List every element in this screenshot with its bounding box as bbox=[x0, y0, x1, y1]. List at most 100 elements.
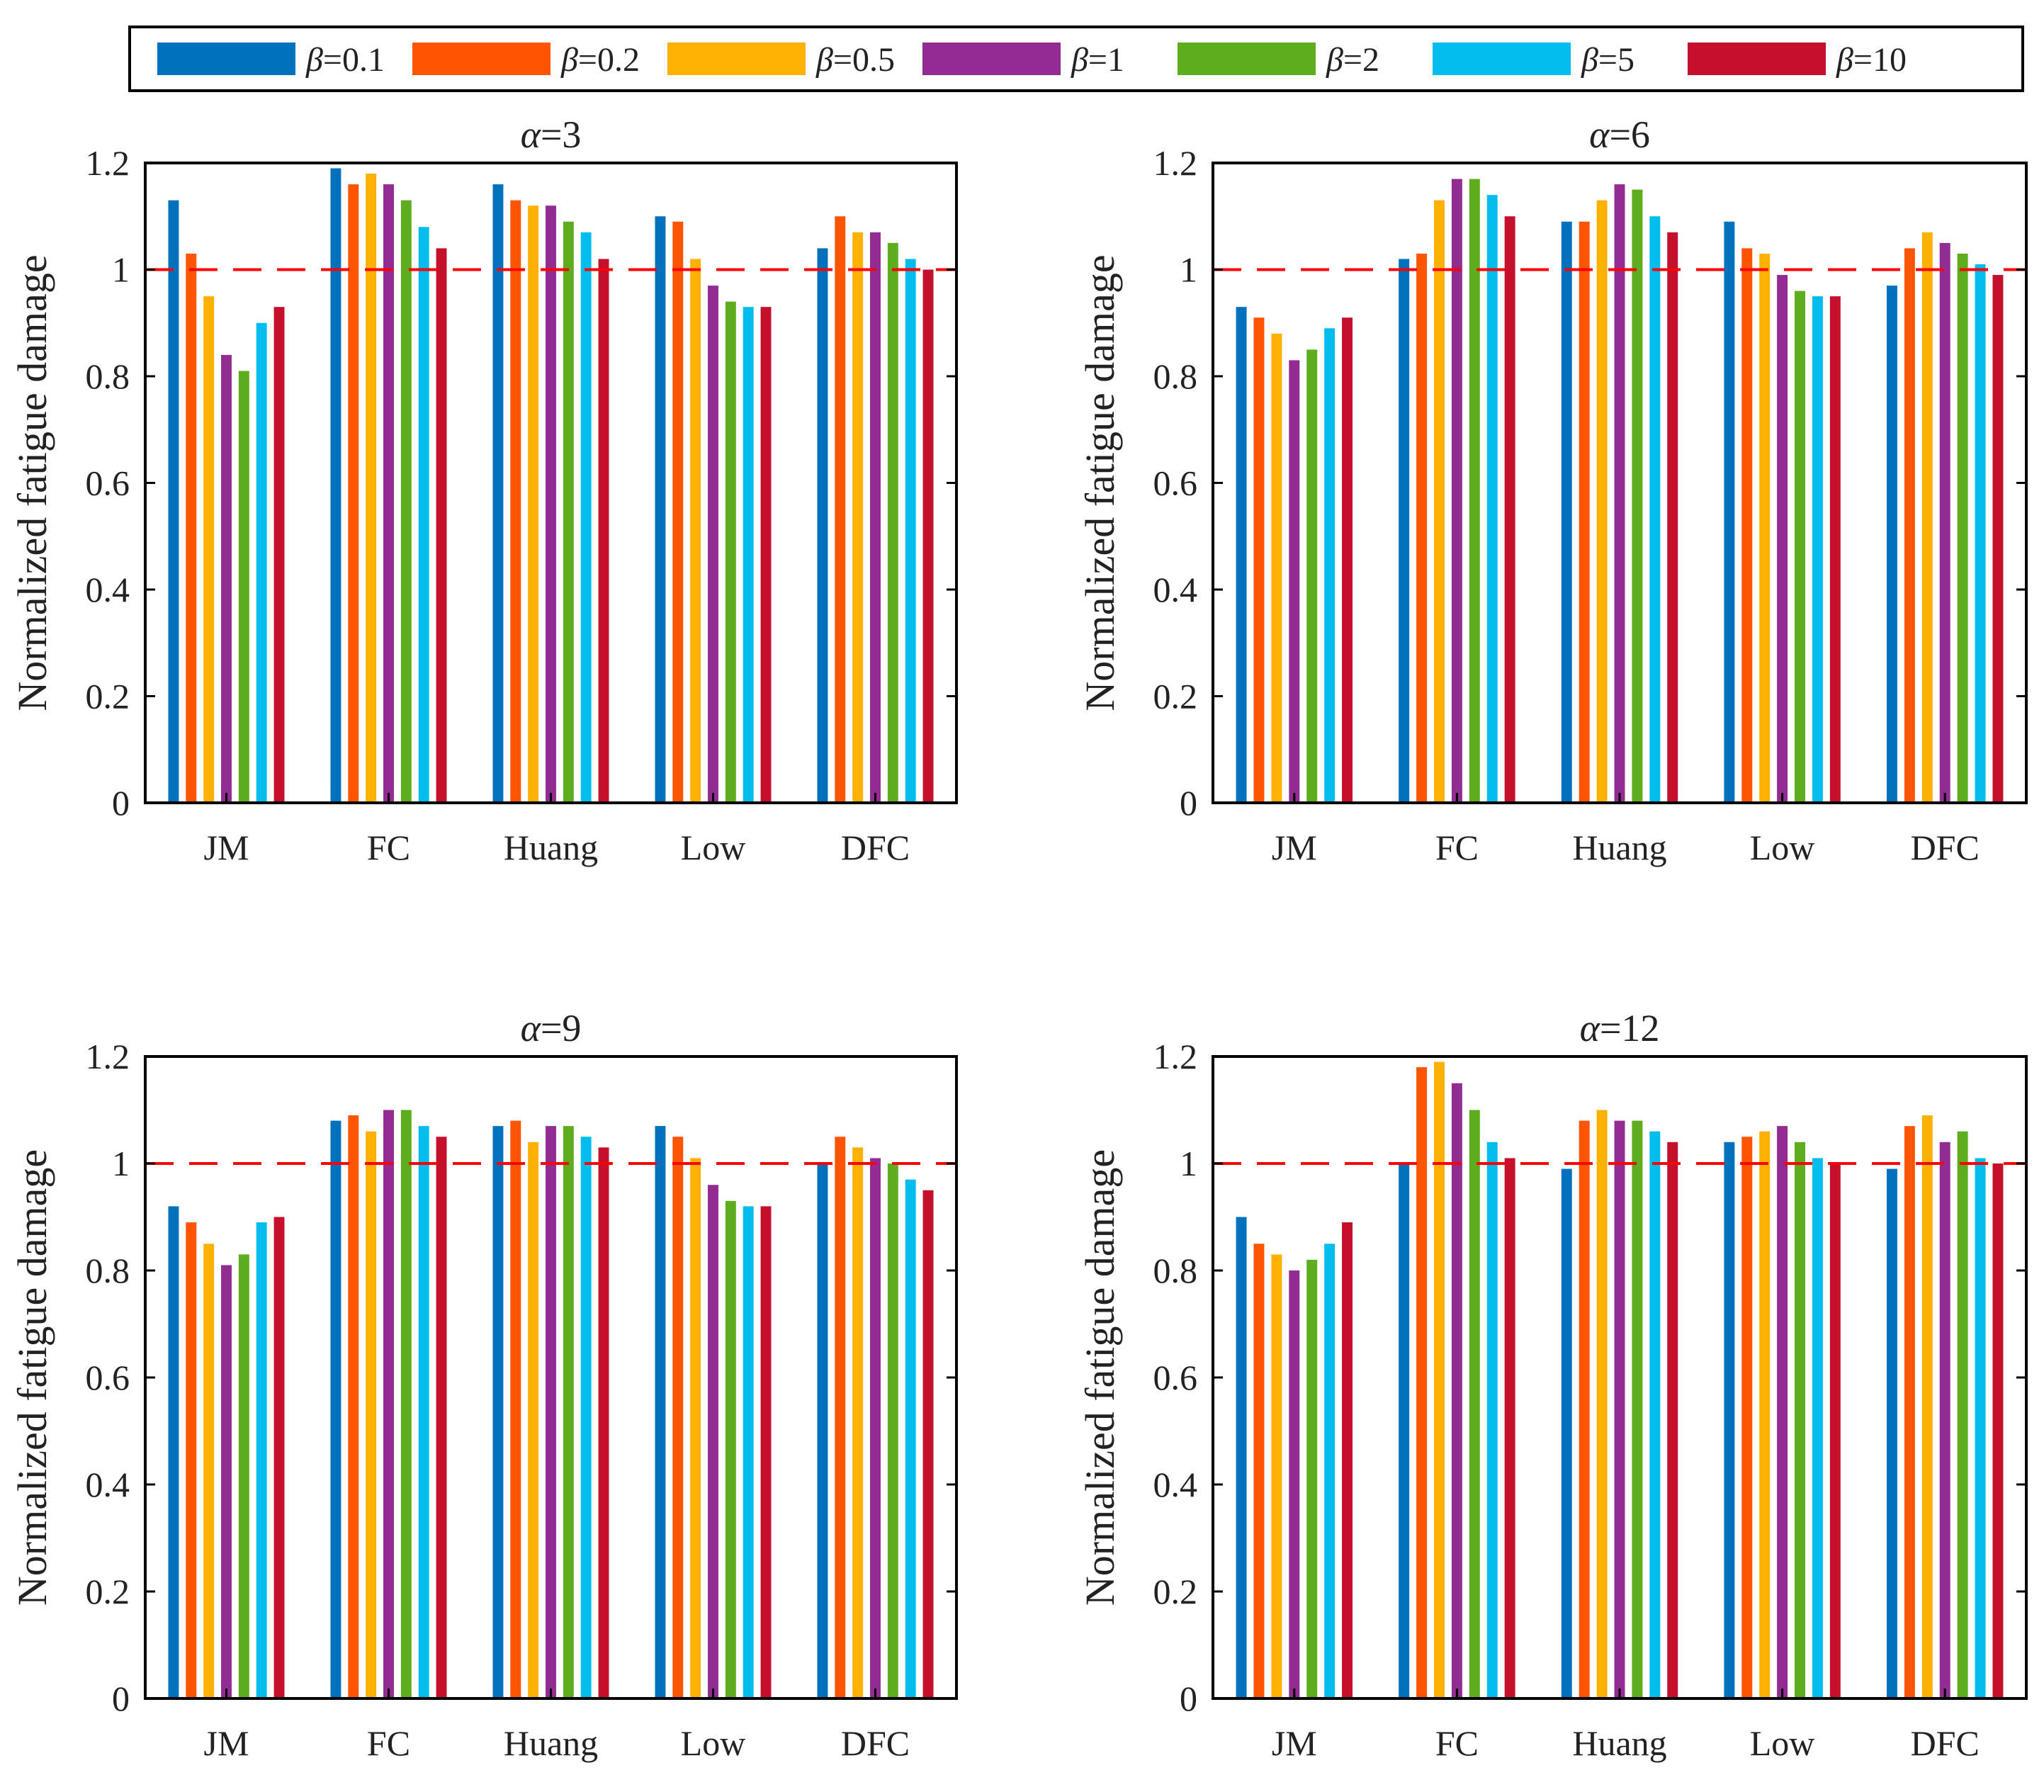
bar-low-series-4 bbox=[725, 301, 736, 803]
bar-dfc-series-2 bbox=[852, 1147, 864, 1698]
bar-dfc-series-4 bbox=[887, 1163, 898, 1698]
y-tick-label: 0 bbox=[112, 783, 130, 823]
y-tick-label: 0.6 bbox=[1153, 463, 1198, 503]
bar-fc-series-5 bbox=[418, 1126, 429, 1698]
legend-label-2: β=0.5 bbox=[815, 41, 895, 79]
bar-huang-series-2 bbox=[1596, 1110, 1608, 1698]
y-tick-label: 0.2 bbox=[1153, 1572, 1198, 1611]
bar-dfc-series-3 bbox=[870, 1158, 881, 1698]
bar-fc-series-6 bbox=[1504, 1158, 1515, 1698]
bar-huang-series-4 bbox=[1632, 1120, 1643, 1698]
panel-title-value: =6 bbox=[1609, 113, 1649, 156]
bar-huang-series-6 bbox=[1667, 1142, 1678, 1698]
x-tick-label: FC bbox=[1435, 828, 1479, 867]
bar-jm-series-1 bbox=[186, 1222, 197, 1698]
x-tick-label: DFC bbox=[841, 1723, 910, 1763]
bar-jm-series-4 bbox=[238, 371, 249, 803]
legend-label-1-value: =0.2 bbox=[578, 41, 640, 79]
bar-fc-series-4 bbox=[400, 200, 412, 803]
bar-huang-series-2 bbox=[1596, 200, 1608, 803]
panel-title: α=12 bbox=[1580, 1007, 1660, 1049]
bar-jm-series-0 bbox=[168, 1206, 179, 1698]
bar-jm-series-2 bbox=[1271, 333, 1282, 803]
panel-title-symbol: α bbox=[1580, 1007, 1601, 1049]
legend-label-2-symbol: β bbox=[815, 41, 833, 79]
legend-label-0-value: =0.1 bbox=[323, 41, 385, 79]
legend-label-6-value: =10 bbox=[1853, 41, 1907, 79]
bar-dfc-series-5 bbox=[1975, 1158, 1986, 1698]
bar-huang-series-3 bbox=[1614, 1120, 1625, 1698]
y-tick-label: 0.4 bbox=[86, 570, 130, 609]
bar-jm-series-5 bbox=[1324, 1244, 1336, 1698]
bar-low-series-0 bbox=[1724, 221, 1735, 803]
bar-jm-series-6 bbox=[273, 1217, 285, 1698]
bar-fc-series-5 bbox=[1486, 195, 1498, 803]
bar-fc-series-1 bbox=[348, 1115, 359, 1698]
bar-fc-series-4 bbox=[1469, 1110, 1480, 1698]
bar-huang-series-0 bbox=[1561, 1168, 1572, 1698]
x-tick-label: DFC bbox=[841, 828, 910, 867]
bar-dfc-series-6 bbox=[922, 1190, 934, 1698]
legend-swatch-3 bbox=[922, 43, 1061, 75]
bar-low-series-0 bbox=[655, 1126, 666, 1698]
y-tick-label: 1.2 bbox=[1153, 1037, 1198, 1076]
bar-jm-series-6 bbox=[273, 307, 285, 803]
bar-jm-series-4 bbox=[1306, 1259, 1318, 1698]
bar-huang-series-1 bbox=[510, 1120, 521, 1698]
bar-fc-series-3 bbox=[1451, 1083, 1462, 1698]
bar-fc-series-3 bbox=[1451, 179, 1462, 803]
bar-low-series-6 bbox=[1829, 296, 1841, 803]
bar-dfc-series-3 bbox=[1939, 242, 1950, 803]
x-tick-label: Huang bbox=[504, 828, 598, 867]
bar-low-series-6 bbox=[760, 1206, 772, 1698]
bar-low-series-5 bbox=[742, 1206, 754, 1698]
bar-low-series-1 bbox=[672, 1137, 684, 1698]
bar-dfc-series-5 bbox=[905, 1179, 916, 1698]
y-tick-label: 0.8 bbox=[1153, 1251, 1198, 1290]
y-axis-label: Normalized fatigue damage bbox=[1077, 1149, 1123, 1606]
bar-huang-series-3 bbox=[546, 1126, 556, 1698]
y-tick-label: 1 bbox=[112, 250, 130, 290]
bar-low-series-6 bbox=[760, 307, 772, 803]
y-tick-label: 0.8 bbox=[86, 1251, 130, 1290]
bar-fc-series-6 bbox=[436, 248, 447, 803]
y-tick-label: 0.2 bbox=[86, 1572, 130, 1611]
bar-low-series-4 bbox=[1795, 291, 1805, 804]
legend-swatch-2 bbox=[667, 43, 806, 75]
x-tick-label: Huang bbox=[504, 1723, 598, 1763]
bar-huang-series-5 bbox=[1649, 216, 1661, 803]
y-tick-label: 0 bbox=[1180, 783, 1197, 823]
bar-low-series-5 bbox=[1812, 1158, 1823, 1698]
bar-jm-series-3 bbox=[1289, 1270, 1300, 1698]
y-tick-label: 1.2 bbox=[86, 1037, 130, 1076]
legend-label-5-value: =5 bbox=[1598, 41, 1634, 79]
bar-dfc-series-0 bbox=[1886, 1168, 1897, 1698]
bar-huang-series-6 bbox=[598, 259, 609, 803]
bar-huang-series-5 bbox=[580, 1137, 592, 1698]
bar-huang-series-0 bbox=[492, 1126, 504, 1698]
bar-low-series-5 bbox=[1812, 296, 1823, 803]
y-tick-label: 1.2 bbox=[86, 143, 130, 183]
bar-dfc-series-6 bbox=[1992, 1163, 2004, 1698]
y-tick-label: 1.2 bbox=[1153, 143, 1198, 183]
bar-fc-series-0 bbox=[330, 1120, 341, 1698]
bar-jm-series-3 bbox=[221, 1265, 232, 1698]
bar-dfc-series-5 bbox=[1975, 264, 1986, 804]
panel-title-value: =3 bbox=[541, 113, 581, 156]
legend-swatch-1 bbox=[412, 43, 550, 75]
legend-swatch-4 bbox=[1178, 43, 1316, 75]
bar-jm-series-3 bbox=[221, 354, 232, 803]
bar-low-series-2 bbox=[690, 1158, 701, 1698]
panel-2: α=9 Normalized fatigue damage 0 0.2 0.4 0.6 0.… bbox=[9, 1007, 958, 1763]
bar-fc-series-5 bbox=[1486, 1142, 1498, 1698]
bar-fc-series-2 bbox=[1434, 200, 1445, 803]
y-tick-label: 0.2 bbox=[1153, 677, 1198, 716]
panel-title: α=9 bbox=[521, 1007, 582, 1049]
bar-low-series-0 bbox=[1724, 1142, 1735, 1698]
bar-fc-series-5 bbox=[418, 227, 429, 803]
bar-huang-series-1 bbox=[510, 200, 521, 803]
bar-dfc-series-2 bbox=[1921, 232, 1933, 803]
legend-label-0: β=0.1 bbox=[305, 41, 385, 79]
bar-fc-series-3 bbox=[383, 1110, 394, 1698]
